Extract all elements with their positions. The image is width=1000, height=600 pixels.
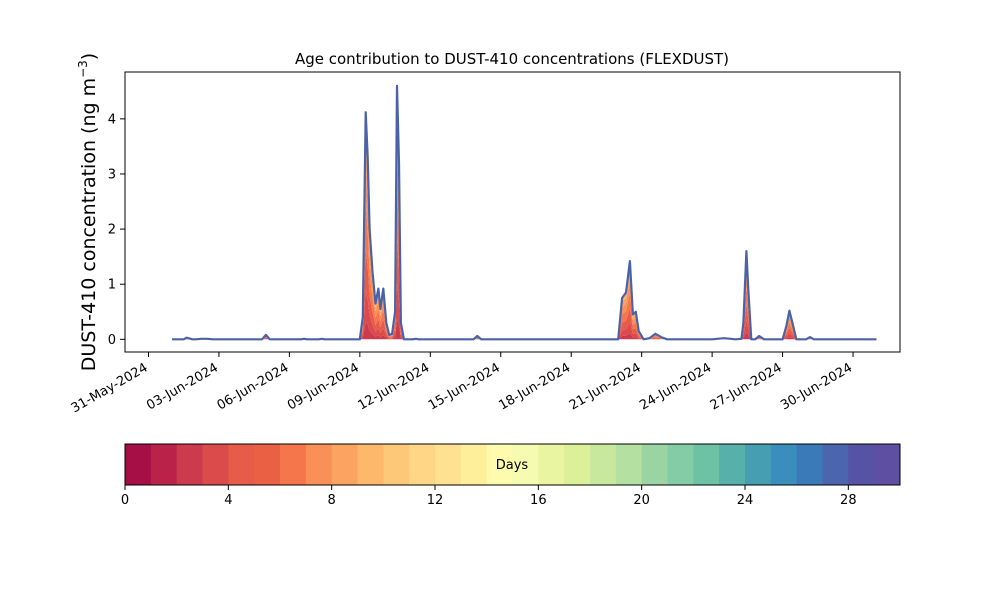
colorbar-segment (796, 444, 823, 485)
y-axis-label: DUST-410 concentration (ng m−3) (76, 53, 100, 371)
colorbar-segment (409, 444, 436, 485)
colorbar-segment (331, 444, 358, 485)
plot-area (124, 71, 901, 353)
y-axis-label-close: ) (78, 53, 100, 60)
y-tick-label: 0 (108, 333, 116, 348)
y-tick-label: 3 (108, 167, 116, 182)
x-tick-label: 15-Jun-2024 (426, 360, 503, 413)
colorbar-segment (822, 444, 849, 485)
chart-title: Age contribution to DUST-410 concentrati… (295, 50, 729, 68)
colorbar-segment (693, 444, 720, 485)
colorbar-tick-label: 28 (840, 493, 857, 508)
x-tick-label: 30-Jun-2024 (778, 360, 855, 413)
colorbar-segment (615, 444, 643, 485)
colorbar-segment (770, 444, 798, 485)
colorbar-segment (460, 444, 488, 485)
colorbar-segment (435, 444, 462, 485)
x-tick-label: 12-Jun-2024 (355, 360, 432, 413)
y-tick-label: 2 (108, 223, 116, 238)
y-tick-label: 4 (108, 112, 116, 127)
colorbar-segment (305, 444, 333, 485)
plot-frame (124, 71, 901, 353)
age-band-fill (172, 85, 877, 340)
colorbar-segment (125, 444, 152, 485)
colorbar-segment (512, 444, 539, 485)
age-band-fill (172, 283, 877, 340)
colorbar-segment (564, 444, 591, 485)
total-concentration-line (172, 84, 877, 341)
colorbar-segment (719, 444, 746, 485)
colorbar-segment (667, 444, 694, 485)
colorbar-segment (874, 444, 901, 485)
colorbar-segment (150, 444, 178, 485)
colorbar-segment (641, 444, 668, 485)
age-fills (172, 85, 877, 340)
x-tick-label: 21-Jun-2024 (567, 360, 644, 413)
age-band-fill (172, 237, 877, 340)
x-tick-label: 03-Jun-2024 (144, 360, 221, 413)
colorbar-label: Days (496, 458, 529, 473)
colorbar-segment (745, 444, 772, 485)
x-axis: 31-May-202403-Jun-202406-Jun-202409-Jun-… (69, 352, 855, 416)
x-tick-label: 06-Jun-2024 (215, 360, 292, 413)
age-band-fill (172, 144, 877, 340)
colorbar-tick-label: 16 (530, 493, 547, 508)
x-tick-label: 09-Jun-2024 (285, 360, 362, 413)
colorbar-segment (280, 444, 307, 485)
colorbar-tick-label: 20 (633, 493, 650, 508)
colorbar-segment (228, 444, 255, 485)
colorbar-segment (357, 444, 384, 485)
y-axis-label-superscript: −3 (76, 60, 90, 78)
colorbar-tick-label: 8 (328, 493, 336, 508)
colorbar-frame (124, 443, 901, 486)
x-tick-label: 27-Jun-2024 (708, 360, 785, 413)
colorbar-segment (538, 444, 565, 485)
colorbar-segment (486, 444, 513, 485)
y-axis-label-main: DUST-410 concentration (ng m (78, 78, 100, 371)
colorbar-segment (254, 444, 281, 485)
colorbar-segment (383, 444, 410, 485)
colorbar-segment (176, 444, 203, 485)
age-band-fill (172, 111, 877, 340)
colorbar-tick-label: 0 (121, 493, 129, 508)
colorbar-segment (590, 444, 617, 485)
colorbar (124, 443, 901, 486)
colorbar-tick-label: 24 (737, 493, 754, 508)
y-tick-label: 1 (108, 278, 116, 293)
y-axis: 0 1 2 3 4 (108, 112, 125, 348)
colorbar-tick-label: 4 (224, 493, 232, 508)
colorbar-tick-label: 12 (427, 493, 444, 508)
colorbar-segment (848, 444, 875, 485)
colorbar-segment (202, 444, 229, 485)
age-band-fill (172, 319, 877, 340)
x-tick-label: 18-Jun-2024 (496, 360, 573, 413)
age-band-fill (172, 187, 877, 340)
colorbar-ticks: 0 4 8 12 16 20 24 28 (121, 485, 857, 508)
x-tick-label: 24-Jun-2024 (637, 360, 714, 413)
